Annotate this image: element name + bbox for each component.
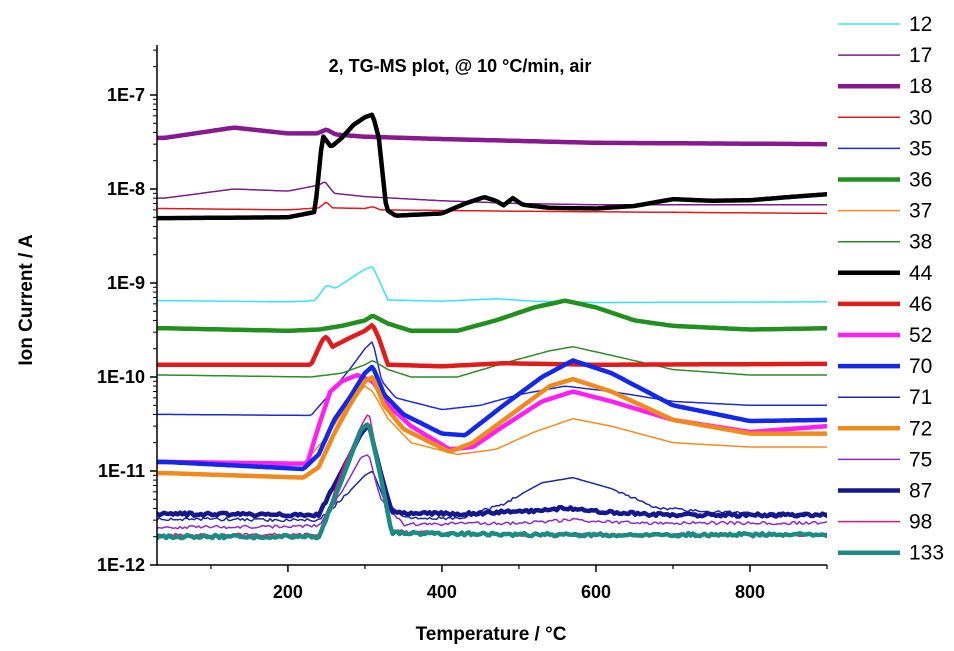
legend-entry-17: 17	[838, 44, 932, 67]
legend-label: 17	[909, 44, 932, 67]
legend-entry-70: 70	[838, 355, 932, 378]
legend-entry-46: 46	[838, 293, 932, 316]
legend-label: 18	[909, 75, 932, 98]
y-axis-title: Ion Current / A	[16, 234, 37, 366]
legend-label: 87	[909, 480, 932, 503]
legend-entry-72: 72	[838, 417, 932, 440]
y-tick-label: 1E-9	[107, 273, 145, 293]
x-tick-label: 200	[273, 582, 303, 602]
y-tick-label: 1E-10	[97, 367, 145, 387]
x-tick-label: 600	[581, 582, 611, 602]
series-line-18	[157, 125, 827, 147]
legend-label: 72	[909, 417, 932, 440]
legend-entry-71: 71	[838, 386, 932, 409]
legend-label: 52	[909, 324, 932, 347]
legend-label: 46	[909, 293, 932, 316]
legend-label: 75	[909, 448, 932, 471]
series-line-12	[157, 265, 827, 304]
x-tick-label: 800	[735, 582, 765, 602]
series-line-44	[157, 112, 827, 221]
legend-label: 70	[909, 355, 932, 378]
legend-entry-36: 36	[838, 169, 932, 192]
series-line-35	[157, 341, 827, 417]
series-line-38	[157, 345, 827, 378]
legend-entry-30: 30	[838, 106, 932, 129]
legend-entry-12: 12	[838, 13, 932, 36]
legend-entry-87: 87	[838, 480, 932, 503]
legend-label: 12	[909, 13, 932, 36]
legend-entry-35: 35	[838, 137, 932, 160]
legend-entry-38: 38	[838, 231, 932, 254]
series-line-75	[157, 454, 827, 530]
legend-entry-98: 98	[838, 511, 932, 534]
series-layer	[157, 112, 827, 541]
legend-label: 30	[909, 106, 932, 129]
chart-title: 2, TG-MS plot, @ 10 °C/min, air	[329, 56, 592, 76]
legend-label: 71	[909, 386, 932, 409]
y-tick-label: 1E-7	[107, 85, 145, 105]
series-line-36	[157, 298, 827, 334]
axes-layer: 200 400 600 800 1E-12 1E-11 1E-10 1E-9 1E-8 1E-7	[97, 45, 828, 602]
series-line-30	[157, 201, 827, 215]
y-tick-label: 1E-8	[107, 179, 145, 199]
legend-label: 44	[909, 262, 933, 285]
y-tick-label: 1E-12	[97, 555, 145, 575]
series-line-37	[157, 385, 827, 465]
legend-label: 98	[909, 511, 932, 534]
legend-entry-37: 37	[838, 200, 932, 223]
legend-label: 133	[909, 542, 944, 565]
legend-label: 35	[909, 137, 932, 160]
series-line-87	[157, 424, 827, 519]
series-line-46	[157, 323, 827, 369]
legend-label: 36	[909, 169, 932, 192]
x-tick-label: 400	[427, 582, 457, 602]
y-tick-label: 1E-11	[98, 461, 145, 481]
legend-entry-133: 133	[838, 542, 944, 565]
series-line-72	[157, 375, 827, 480]
legend-entry-75: 75	[838, 448, 932, 471]
series-line-70	[157, 358, 827, 472]
legend-entry-44: 44	[838, 262, 933, 285]
series-line-133	[157, 422, 827, 541]
legend: 12 17 18 30 35 36 37 38 44 46 52 70 71 72 75 87 98 133	[838, 13, 944, 565]
legend-entry-52: 52	[838, 324, 932, 347]
series-line-17	[157, 181, 827, 206]
series-line-71	[157, 470, 827, 523]
legend-label: 37	[909, 200, 932, 223]
legend-label: 38	[909, 231, 932, 254]
legend-entry-18: 18	[838, 75, 932, 98]
x-axis-title: Temperature / °C	[416, 624, 567, 645]
